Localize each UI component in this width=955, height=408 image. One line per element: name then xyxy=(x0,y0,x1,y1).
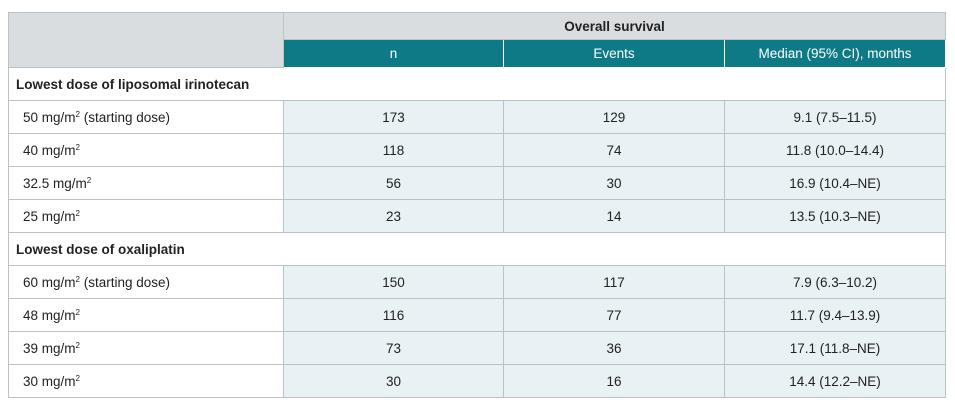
table-row: 30 mg/m2 30 16 14.4 (12.2–NE) xyxy=(8,364,946,398)
header-corner xyxy=(8,12,284,68)
median-cell: 9.1 (7.5–11.5) xyxy=(724,100,946,134)
n-cell: 118 xyxy=(283,133,504,167)
median-cell: 16.9 (10.4–NE) xyxy=(724,166,946,200)
dose-label: 50 mg/m2 (starting dose) xyxy=(8,100,284,134)
table-row: 39 mg/m2 73 36 17.1 (11.8–NE) xyxy=(8,331,946,365)
dose-label: 25 mg/m2 xyxy=(8,199,284,233)
events-cell: 16 xyxy=(503,364,725,398)
section-title-irinotecan: Lowest dose of liposomal irinotecan xyxy=(8,67,946,101)
events-cell: 117 xyxy=(503,265,725,299)
dose-label: 30 mg/m2 xyxy=(8,364,284,398)
dose-label: 32.5 mg/m2 xyxy=(8,166,284,200)
n-cell: 73 xyxy=(283,331,504,365)
events-cell: 30 xyxy=(503,166,725,200)
events-cell: 14 xyxy=(503,199,725,233)
median-cell: 11.8 (10.0–14.4) xyxy=(724,133,946,167)
median-cell: 14.4 (12.2–NE) xyxy=(724,364,946,398)
dose-label: 39 mg/m2 xyxy=(8,331,284,365)
n-cell: 56 xyxy=(283,166,504,200)
table-row: 32.5 mg/m2 56 30 16.9 (10.4–NE) xyxy=(8,166,946,200)
table-row: 60 mg/m2 (starting dose) 150 117 7.9 (6.… xyxy=(8,265,946,299)
events-cell: 74 xyxy=(503,133,725,167)
table-row: 40 mg/m2 118 74 11.8 (10.0–14.4) xyxy=(8,133,946,167)
events-cell: 36 xyxy=(503,331,725,365)
n-cell: 150 xyxy=(283,265,504,299)
column-header-n: n xyxy=(283,39,504,68)
median-cell: 7.9 (6.3–10.2) xyxy=(724,265,946,299)
events-cell: 129 xyxy=(503,100,725,134)
dose-label: 48 mg/m2 xyxy=(8,298,284,332)
events-cell: 77 xyxy=(503,298,725,332)
median-cell: 13.5 (10.3–NE) xyxy=(724,199,946,233)
n-cell: 173 xyxy=(283,100,504,134)
table-row: 48 mg/m2 116 77 11.7 (9.4–13.9) xyxy=(8,298,946,332)
median-cell: 11.7 (9.4–13.9) xyxy=(724,298,946,332)
dose-label: 60 mg/m2 (starting dose) xyxy=(8,265,284,299)
section-title-oxaliplatin: Lowest dose of oxaliplatin xyxy=(8,232,946,266)
n-cell: 23 xyxy=(283,199,504,233)
survival-table: Overall survival n Events Median (95% CI… xyxy=(8,12,946,398)
n-cell: 30 xyxy=(283,364,504,398)
column-header-events: Events xyxy=(503,39,725,68)
median-cell: 17.1 (11.8–NE) xyxy=(724,331,946,365)
overall-survival-header: Overall survival xyxy=(283,12,946,40)
dose-label: 40 mg/m2 xyxy=(8,133,284,167)
n-cell: 116 xyxy=(283,298,504,332)
survival-table-container: Overall survival n Events Median (95% CI… xyxy=(8,12,946,398)
table-row: 50 mg/m2 (starting dose) 173 129 9.1 (7.… xyxy=(8,100,946,134)
column-header-median: Median (95% CI), months xyxy=(724,39,946,68)
table-row: 25 mg/m2 23 14 13.5 (10.3–NE) xyxy=(8,199,946,233)
